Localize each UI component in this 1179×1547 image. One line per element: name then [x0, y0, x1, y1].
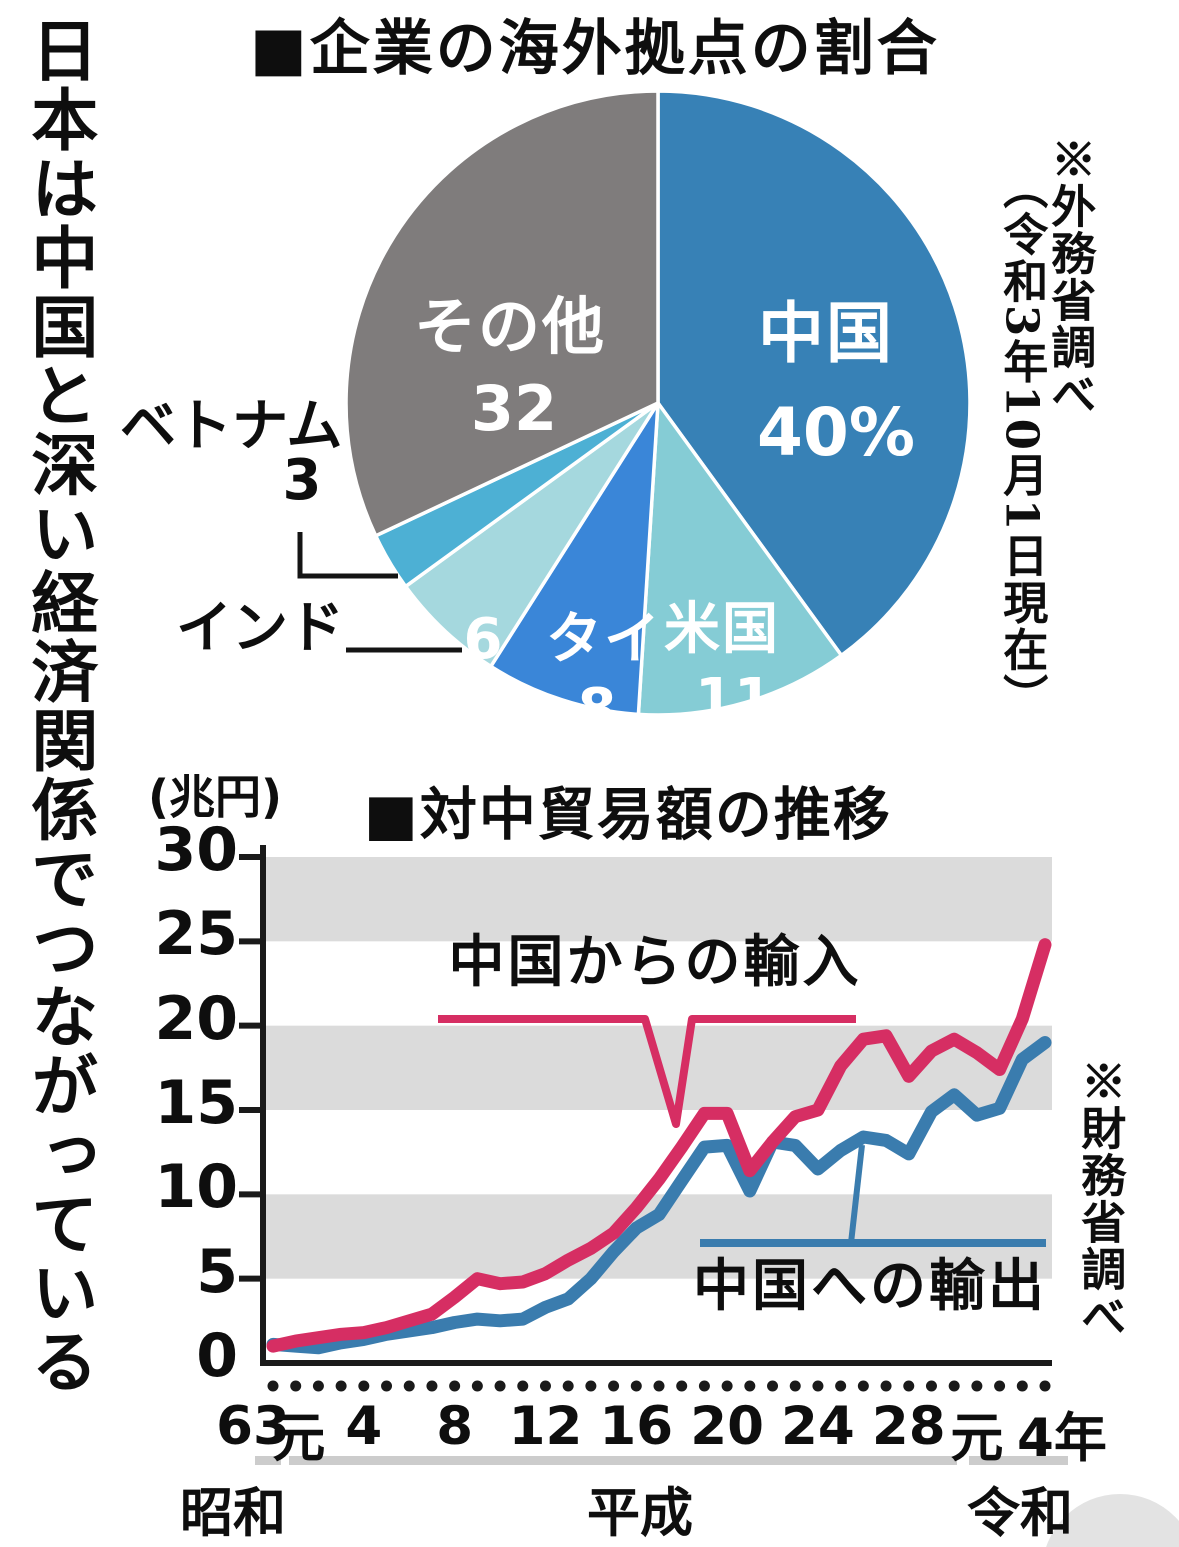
y-axis-label-20: 20 [154, 983, 239, 1054]
x-year-dot [471, 1380, 483, 1392]
vietnam-connector-line [297, 532, 398, 579]
x-axis-label-4: 4 [345, 1396, 383, 1457]
x-year-dot [335, 1380, 347, 1392]
x-year-dot [426, 1380, 438, 1392]
x-axis-label-8: 8 [436, 1396, 474, 1457]
imports-callout-line [438, 1015, 856, 1128]
pie-slice-value-3: 6 [464, 607, 503, 672]
x-year-dot [744, 1380, 756, 1392]
x-axis-label-20: 20 [690, 1396, 764, 1457]
series-line-0 [266, 938, 1052, 1353]
series-line-1 [266, 1036, 1052, 1355]
pie-slice-0 [656, 89, 972, 658]
imports-series-label: 中国からの輸入 [448, 930, 862, 995]
x-axis-label-16: 16 [599, 1396, 674, 1457]
era-bar-1 [289, 1456, 957, 1465]
x-year-dot [971, 1380, 983, 1392]
x-year-dot [1039, 1380, 1051, 1392]
axes [260, 845, 1052, 1366]
line-source-note: ※財務省調べ [1073, 1058, 1127, 1340]
x-axis-label-12: 12 [508, 1396, 583, 1457]
x-year-dot [312, 1380, 324, 1392]
y-axis-label-10: 10 [154, 1152, 239, 1223]
line-chart-title: ■対中貿易額の推移 [364, 785, 892, 846]
pie-slice-value-1: 11 [695, 667, 773, 732]
exports-series-label: 中国への輸出 [693, 1254, 1047, 1319]
x-year-dot [517, 1380, 529, 1392]
pie-value-vietnam: 3 [282, 448, 322, 513]
pie-title-text: 企業の海外拠点の割合 [309, 14, 940, 84]
pie-slice-value-0: 40% [757, 394, 915, 471]
exports-callout-pointer [848, 1144, 865, 1244]
x-year-dot [403, 1380, 415, 1392]
x-year-dot [767, 1380, 779, 1392]
pie-source-note: ※外務省調べ [1043, 136, 1097, 418]
x-year-dot [290, 1380, 302, 1392]
era-bar-0 [255, 1456, 281, 1465]
pie-slice-name-2: タイ [546, 607, 662, 672]
x-year-dot [903, 1380, 915, 1392]
x-axis-label-28: 28 [871, 1396, 946, 1457]
title-marker-icon: ■ [364, 782, 420, 848]
x-axis-label-31: 元 [950, 1408, 1004, 1469]
pie-chart-title: ■企業の海外拠点の割合 [250, 18, 940, 81]
y-axis-unit: (兆円) [148, 770, 283, 824]
x-year-dot [880, 1380, 892, 1392]
line-title-text: 対中貿易額の推移 [419, 782, 892, 848]
pie-slice-value-2: 8 [578, 677, 617, 742]
x-axis-label-0: 63 [216, 1396, 290, 1457]
x-year-dot [948, 1380, 960, 1392]
corner-watermark-circle [1046, 1494, 1179, 1547]
era-bar-2 [969, 1456, 1068, 1465]
pie-slice-value-5: 32 [471, 372, 557, 445]
x-year-dot [608, 1380, 620, 1392]
x-year-dot [857, 1380, 869, 1392]
x-year-dot [585, 1380, 597, 1392]
x-year-dot [676, 1380, 688, 1392]
x-axis-label-34: 4年 [1017, 1408, 1107, 1469]
x-year-dot [494, 1380, 506, 1392]
x-year-dot [267, 1380, 279, 1392]
x-axis-label-24: 24 [781, 1396, 855, 1457]
era-label-0: 昭和 [180, 1483, 286, 1544]
pie-slice-name-5: その他 [414, 290, 606, 363]
pie-slice-1 [636, 401, 844, 717]
x-year-dot [653, 1380, 665, 1392]
pie-slice-2 [489, 401, 660, 717]
pie-slice-name-0: 中国 [758, 295, 894, 372]
x-year-dot [698, 1380, 710, 1392]
y-axis-label-30: 30 [154, 815, 239, 885]
grid-band-0 [263, 857, 1052, 942]
x-year-dot [539, 1380, 551, 1392]
y-axis-label-15: 15 [154, 1068, 239, 1138]
pie-slice-5 [344, 89, 660, 538]
headline: 日本は中国と深い経済関係でつながっている [20, 16, 99, 1396]
x-year-dot [789, 1380, 801, 1392]
x-year-dot [835, 1380, 847, 1392]
y-axis-label-0: 0 [196, 1321, 238, 1391]
pie-slice-name-1: 米国 [664, 597, 780, 662]
y-axis-label-25: 25 [154, 899, 239, 970]
x-year-dot [630, 1380, 642, 1392]
x-axis-label-1: 元 [272, 1408, 326, 1469]
x-year-dot [381, 1380, 393, 1392]
era-label-1: 平成 [587, 1483, 693, 1544]
x-year-dot [562, 1380, 574, 1392]
x-year-dot [721, 1380, 733, 1392]
x-year-dot [1016, 1380, 1028, 1392]
pie-label-india: インド [176, 596, 344, 661]
x-year-dot [994, 1380, 1006, 1392]
era-label-2: 令和 [967, 1483, 1073, 1544]
x-year-dot [925, 1380, 937, 1392]
title-marker-icon: ■ [250, 14, 310, 84]
pie-source-note-date: （令和3年10月1日現在） [995, 164, 1049, 721]
y-axis-label-5: 5 [196, 1236, 238, 1307]
x-year-dot [812, 1380, 824, 1392]
x-year-dot [358, 1380, 370, 1392]
pie-label-vietnam: ベトナム [120, 394, 343, 459]
x-year-dot [449, 1380, 461, 1392]
